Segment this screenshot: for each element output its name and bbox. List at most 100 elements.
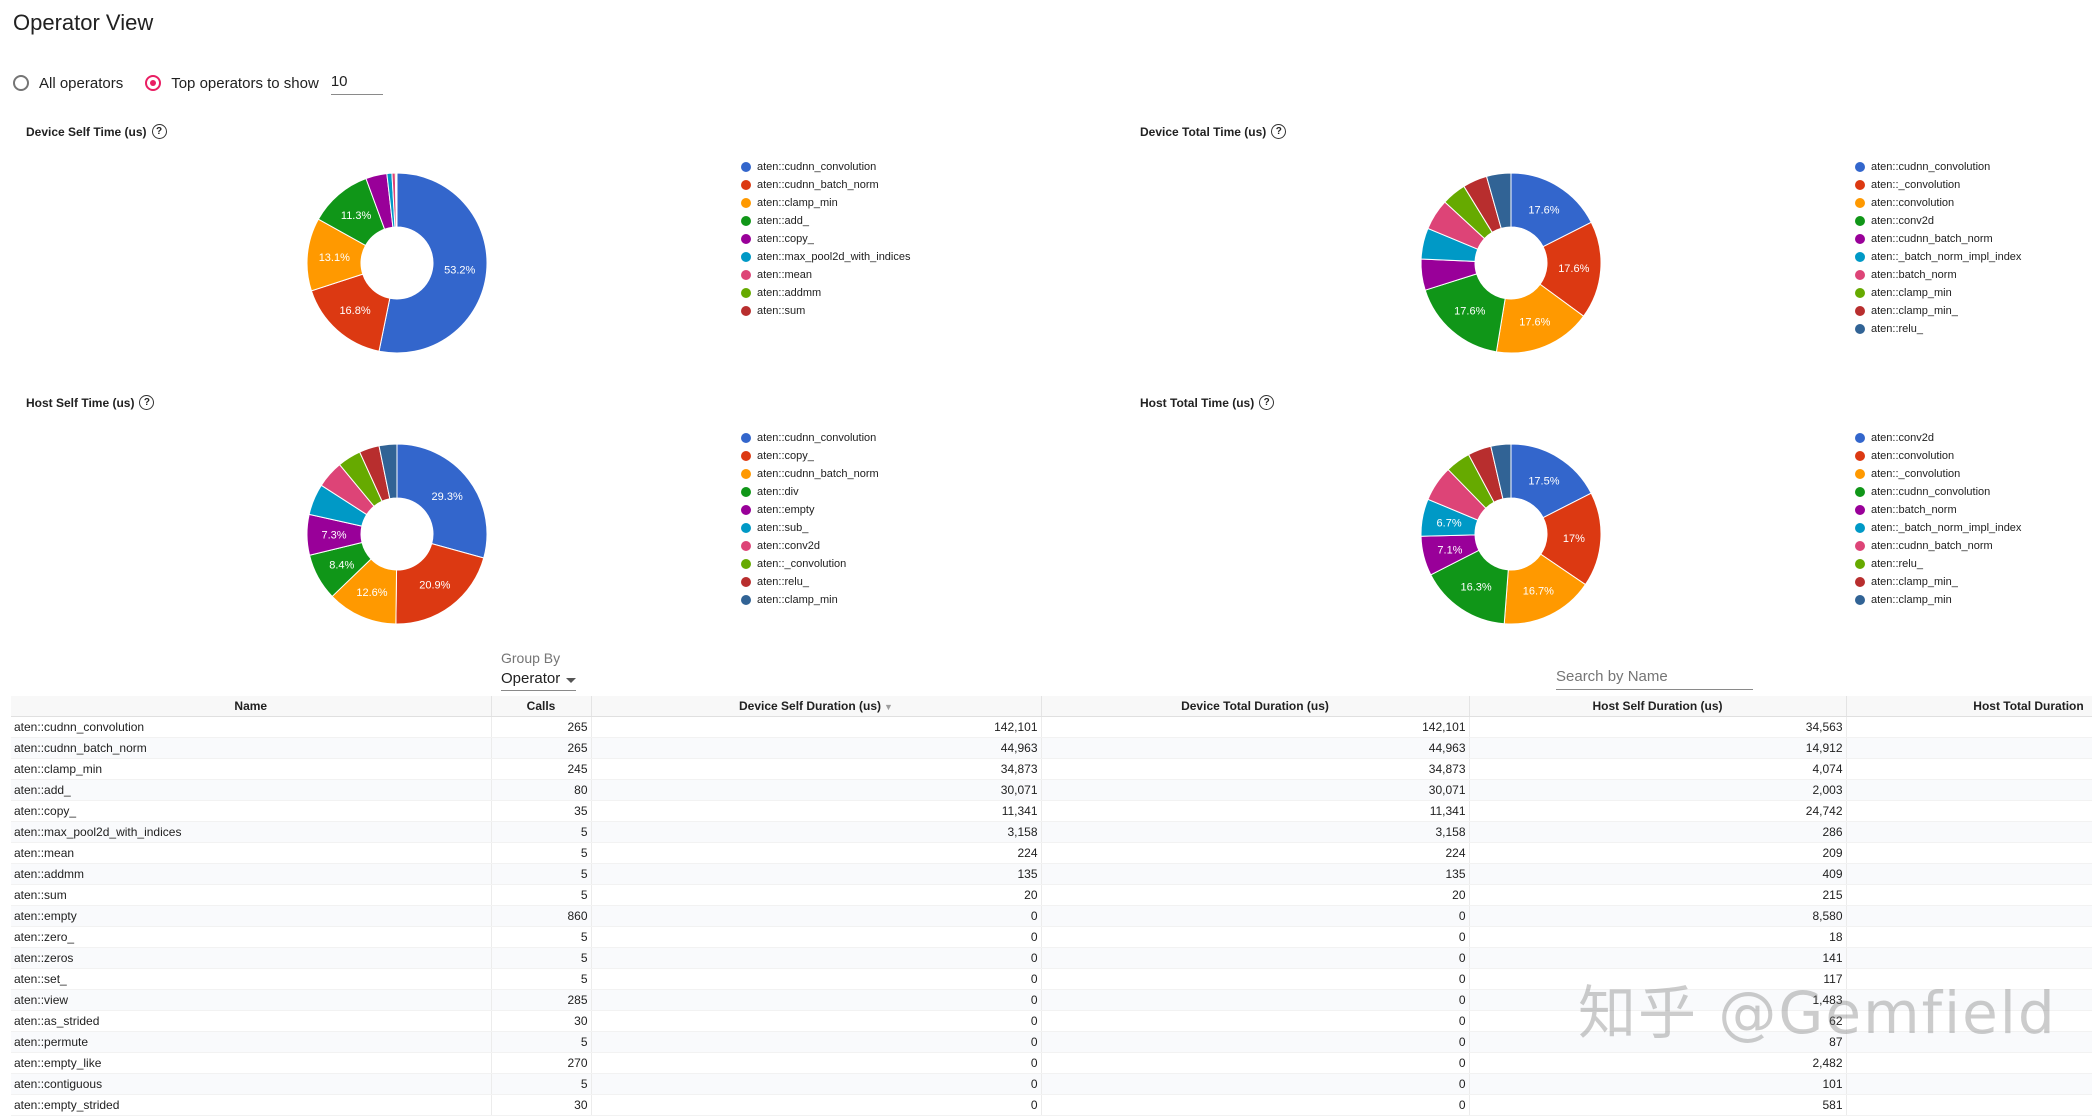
pie-slice[interactable] [1490, 443, 1512, 500]
table-cell: 0 [591, 1031, 1042, 1053]
pie-slice[interactable] [396, 443, 488, 559]
legend-item[interactable]: aten::conv2d [1855, 429, 2021, 447]
table-row[interactable]: aten::zeros 5 0 0 141 [11, 947, 2092, 969]
pie-slice[interactable] [1510, 443, 1592, 519]
table-row[interactable]: aten::as_strided 30 0 0 62 [11, 1010, 2092, 1032]
legend-item[interactable]: aten::cudnn_convolution [741, 429, 879, 447]
legend-item[interactable]: aten::copy_ [741, 230, 911, 248]
legend-item[interactable]: aten::convolution [1855, 447, 2021, 465]
pie-slice[interactable] [1510, 172, 1592, 248]
table-row[interactable]: aten::sum 5 20 20 215 [11, 884, 2092, 906]
table-row[interactable]: aten::set_ 5 0 0 117 [11, 968, 2092, 990]
table-cell: 860 [491, 905, 592, 927]
legend-item[interactable]: aten::sum [741, 302, 911, 320]
legend-item[interactable]: aten::clamp_min [741, 591, 879, 609]
legend-item[interactable]: aten::empty [741, 501, 879, 519]
column-header-calls[interactable]: Calls [491, 696, 592, 717]
pie-slice[interactable] [378, 443, 398, 500]
legend-item[interactable]: aten::cudnn_batch_norm [741, 176, 911, 194]
legend-item[interactable]: aten::addmm [741, 284, 911, 302]
table-row[interactable]: aten::empty_strided 30 0 0 581 [11, 1094, 2092, 1116]
all-operators-radio[interactable] [13, 75, 29, 91]
legend-item[interactable]: aten::relu_ [1855, 320, 2021, 338]
top-operators-input[interactable] [330, 71, 383, 95]
table-cell: 135 [1041, 863, 1470, 885]
table-row[interactable]: aten::cudnn_convolution 265 142,101 142,101… [11, 716, 2092, 738]
help-icon[interactable]: ? [139, 395, 155, 410]
legend-item[interactable]: aten::cudnn_batch_norm [741, 465, 879, 483]
table-row[interactable]: aten::view 285 0 0 1,483 [11, 989, 2092, 1011]
legend-item[interactable]: aten::mean [741, 266, 911, 284]
pie-slice[interactable] [1424, 273, 1506, 353]
legend-item[interactable]: aten::cudnn_convolution [1855, 483, 2021, 501]
legend-item[interactable]: aten::copy_ [741, 447, 879, 465]
help-icon[interactable]: ? [1271, 124, 1287, 139]
pie-slice[interactable] [1495, 283, 1585, 354]
table-cell: 209 [1469, 842, 1847, 864]
pie-slice[interactable] [310, 273, 391, 352]
legend-item[interactable]: aten::relu_ [1855, 555, 2021, 573]
legend-item[interactable]: aten::sub_ [741, 519, 879, 537]
legend-item[interactable]: aten::_convolution [1855, 176, 2021, 194]
top-operators-label[interactable]: Top operators to show [171, 74, 319, 92]
pie-slice[interactable] [378, 172, 488, 354]
legend-item[interactable]: aten::relu_ [741, 573, 879, 591]
legend-item[interactable]: aten::clamp_min [1855, 284, 2021, 302]
legend-item[interactable]: aten::cudnn_convolution [741, 158, 911, 176]
table-row[interactable]: aten::max_pool2d_with_indices 5 3,158 3,158… [11, 821, 2092, 843]
column-header-device-self-duration[interactable]: Device Self Duration (us) ▼ [591, 696, 1042, 717]
pie-slice[interactable] [1539, 221, 1602, 317]
pie-slice[interactable] [395, 172, 398, 228]
table-cell: 5 [491, 1031, 592, 1053]
table-row[interactable]: aten::zero_ 5 0 0 18 [11, 926, 2092, 948]
pie-slice[interactable] [1540, 492, 1602, 586]
legend-item[interactable]: aten::conv2d [741, 537, 879, 555]
column-header-host-self-duration[interactable]: Host Self Duration (us) [1469, 696, 1847, 717]
group-by-select[interactable]: Operator [501, 670, 576, 691]
table-row[interactable]: aten::empty 860 0 0 8,580 [11, 905, 2092, 927]
pie-slice[interactable] [1485, 172, 1512, 229]
legend-item[interactable]: aten::_convolution [1855, 465, 2021, 483]
legend-item[interactable]: aten::conv2d [1855, 212, 2021, 230]
all-operators-label[interactable]: All operators [39, 74, 124, 92]
legend-item[interactable]: aten::clamp_min_ [1855, 573, 2021, 591]
column-header-name[interactable]: Name [11, 696, 492, 717]
column-header-host-total-duration[interactable]: Host Total Duration [1846, 696, 2092, 717]
table-row[interactable]: aten::contiguous 5 0 0 101 [11, 1073, 2092, 1095]
table-cell [1846, 863, 2092, 885]
table-cell: 0 [1041, 1031, 1470, 1053]
pie-slice[interactable] [395, 542, 485, 625]
legend-item[interactable]: aten::_batch_norm_impl_index [1855, 519, 2021, 537]
legend-item[interactable]: aten::clamp_min_ [1855, 302, 2021, 320]
legend-item[interactable]: aten::batch_norm [1855, 501, 2021, 519]
help-icon[interactable]: ? [151, 124, 167, 139]
table-row[interactable]: aten::empty_like 270 0 0 2,482 [11, 1052, 2092, 1074]
top-operators-radio[interactable] [145, 75, 162, 91]
legend-item[interactable]: aten::clamp_min [741, 194, 911, 212]
legend-item[interactable]: aten::cudnn_convolution [1855, 158, 2021, 176]
legend-item[interactable]: aten::convolution [1855, 194, 2021, 212]
table-row[interactable]: aten::cudnn_batch_norm 265 44,963 44,963 14,… [11, 737, 2092, 759]
legend-item[interactable]: aten::cudnn_batch_norm [1855, 537, 2021, 555]
legend-item[interactable]: aten::batch_norm [1855, 266, 2021, 284]
legend-item[interactable]: aten::clamp_min [1855, 591, 2021, 609]
table-row[interactable]: aten::add_ 80 30,071 30,071 2,003 [11, 779, 2092, 801]
table-header-row: Name Calls Device Self Duration (us) ▼ De… [11, 696, 2092, 717]
table-row[interactable]: aten::permute 5 0 0 87 [11, 1031, 2092, 1053]
help-icon[interactable]: ? [1259, 395, 1275, 410]
legend-item[interactable]: aten::cudnn_batch_norm [1855, 230, 2021, 248]
table-row[interactable]: aten::copy_ 35 11,341 11,341 24,742 [11, 800, 2092, 822]
table-row[interactable]: aten::clamp_min 245 34,873 34,873 4,074 [11, 758, 2092, 780]
legend-item[interactable]: aten::max_pool2d_with_indices [741, 248, 911, 266]
legend-item[interactable]: aten::_batch_norm_impl_index [1855, 248, 2021, 266]
column-header-device-total-duration[interactable]: Device Total Duration (us) [1041, 696, 1470, 717]
legend-label: aten::clamp_min [1871, 594, 1952, 606]
table-row[interactable]: aten::addmm 5 135 135 409 [11, 863, 2092, 885]
search-input[interactable] [1556, 666, 1753, 690]
legend-item[interactable]: aten::_convolution [741, 555, 879, 573]
table-cell: 34,873 [1041, 758, 1470, 780]
table-row[interactable]: aten::mean 5 224 224 209 [11, 842, 2092, 864]
legend-item[interactable]: aten::div [741, 483, 879, 501]
table-cell: 62 [1469, 1010, 1847, 1032]
legend-item[interactable]: aten::add_ [741, 212, 911, 230]
